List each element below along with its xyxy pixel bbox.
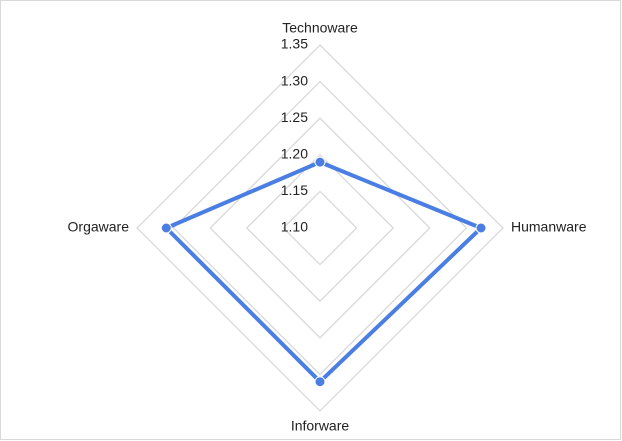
grid-line (245, 153, 395, 303)
axis-label: Humanware (511, 219, 587, 235)
axis-label: Inforware (291, 418, 350, 434)
axis-label: Technoware (282, 20, 358, 36)
grid-line (172, 80, 468, 376)
r-tick-label: 1.20 (281, 146, 308, 162)
point (314, 156, 326, 168)
axis-label: Orgaware (68, 219, 130, 235)
point (160, 222, 172, 234)
grid-line (136, 44, 504, 412)
point (475, 222, 487, 234)
point (314, 376, 326, 388)
grid-line (282, 190, 358, 266)
r-tick-label: 1.30 (281, 72, 308, 88)
r-tick-label: 1.35 (281, 36, 308, 52)
r-tick-label: 1.10 (281, 219, 308, 235)
r-tick-label: 1.15 (281, 182, 308, 198)
r-tick-label: 1.25 (281, 109, 308, 125)
